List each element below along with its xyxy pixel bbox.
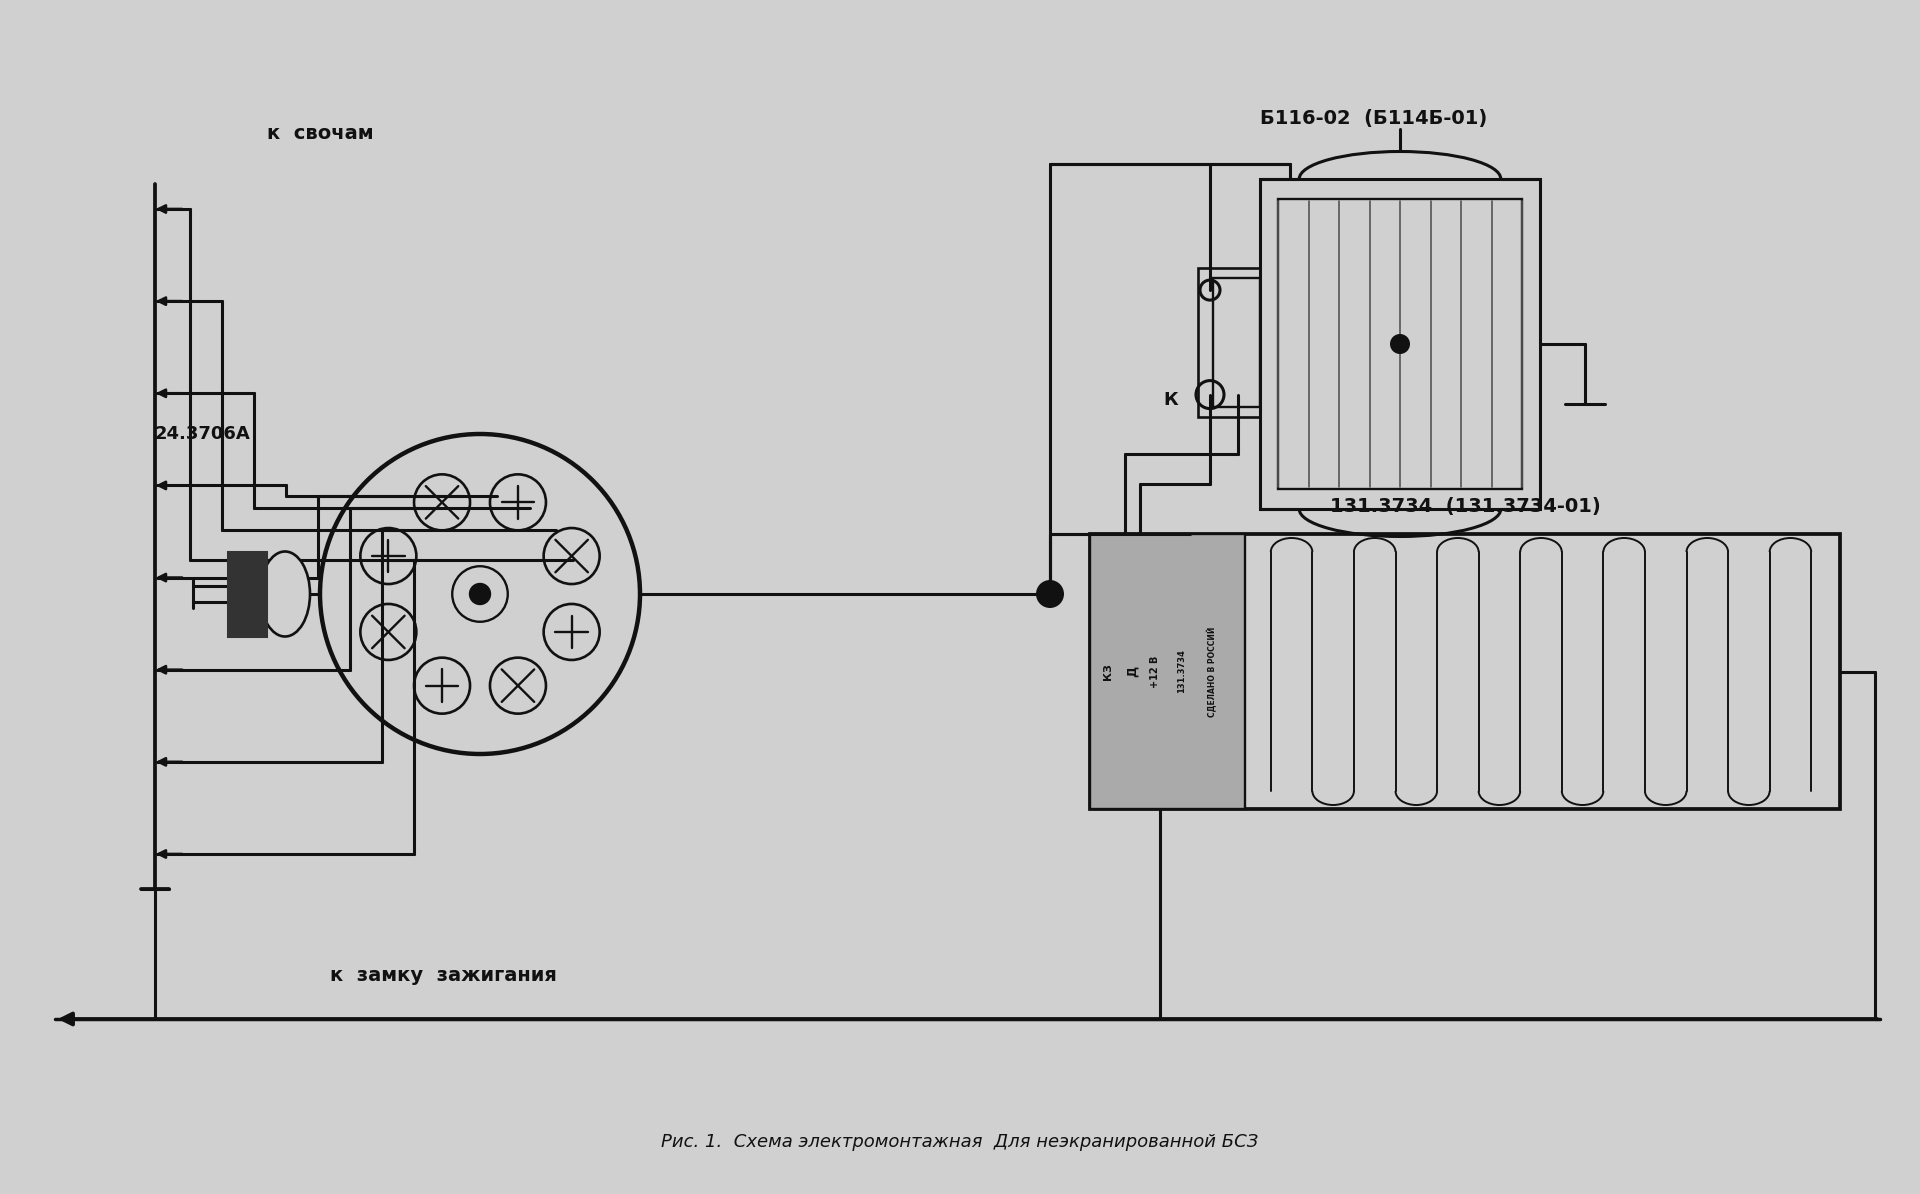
Circle shape xyxy=(468,583,492,605)
Text: СДЕЛАНО В РОССИЙ: СДЕЛАНО В РОССИЙ xyxy=(1208,627,1217,716)
Bar xyxy=(1279,199,1523,490)
Text: к  замку  зажигания: к замку зажигания xyxy=(330,966,557,985)
Text: Д: Д xyxy=(1125,666,1139,677)
Text: К: К xyxy=(1164,390,1177,408)
Text: КЗ: КЗ xyxy=(1102,663,1114,679)
Circle shape xyxy=(1037,580,1064,608)
Text: к  свочам: к свочам xyxy=(267,124,372,143)
Bar xyxy=(1198,269,1260,417)
Text: 131.3734: 131.3734 xyxy=(1177,650,1187,694)
Bar xyxy=(1091,534,1244,810)
Circle shape xyxy=(1390,334,1409,353)
Bar xyxy=(1213,278,1260,407)
Ellipse shape xyxy=(259,552,309,636)
Text: +12 В: +12 В xyxy=(1150,656,1160,688)
Text: Б116-02  (Б114Б-01): Б116-02 (Б114Б-01) xyxy=(1260,109,1488,128)
Bar xyxy=(1091,534,1839,810)
Text: 131.3734  (131.3734-01): 131.3734 (131.3734-01) xyxy=(1331,497,1601,516)
Text: 24.3706А: 24.3706А xyxy=(156,425,252,443)
Text: Рис. 1.  Схема электромонтажная  Для неэкранированной БСЗ: Рис. 1. Схема электромонтажная Для неэкр… xyxy=(660,1133,1260,1151)
Bar xyxy=(1260,179,1540,509)
Bar xyxy=(228,552,267,636)
